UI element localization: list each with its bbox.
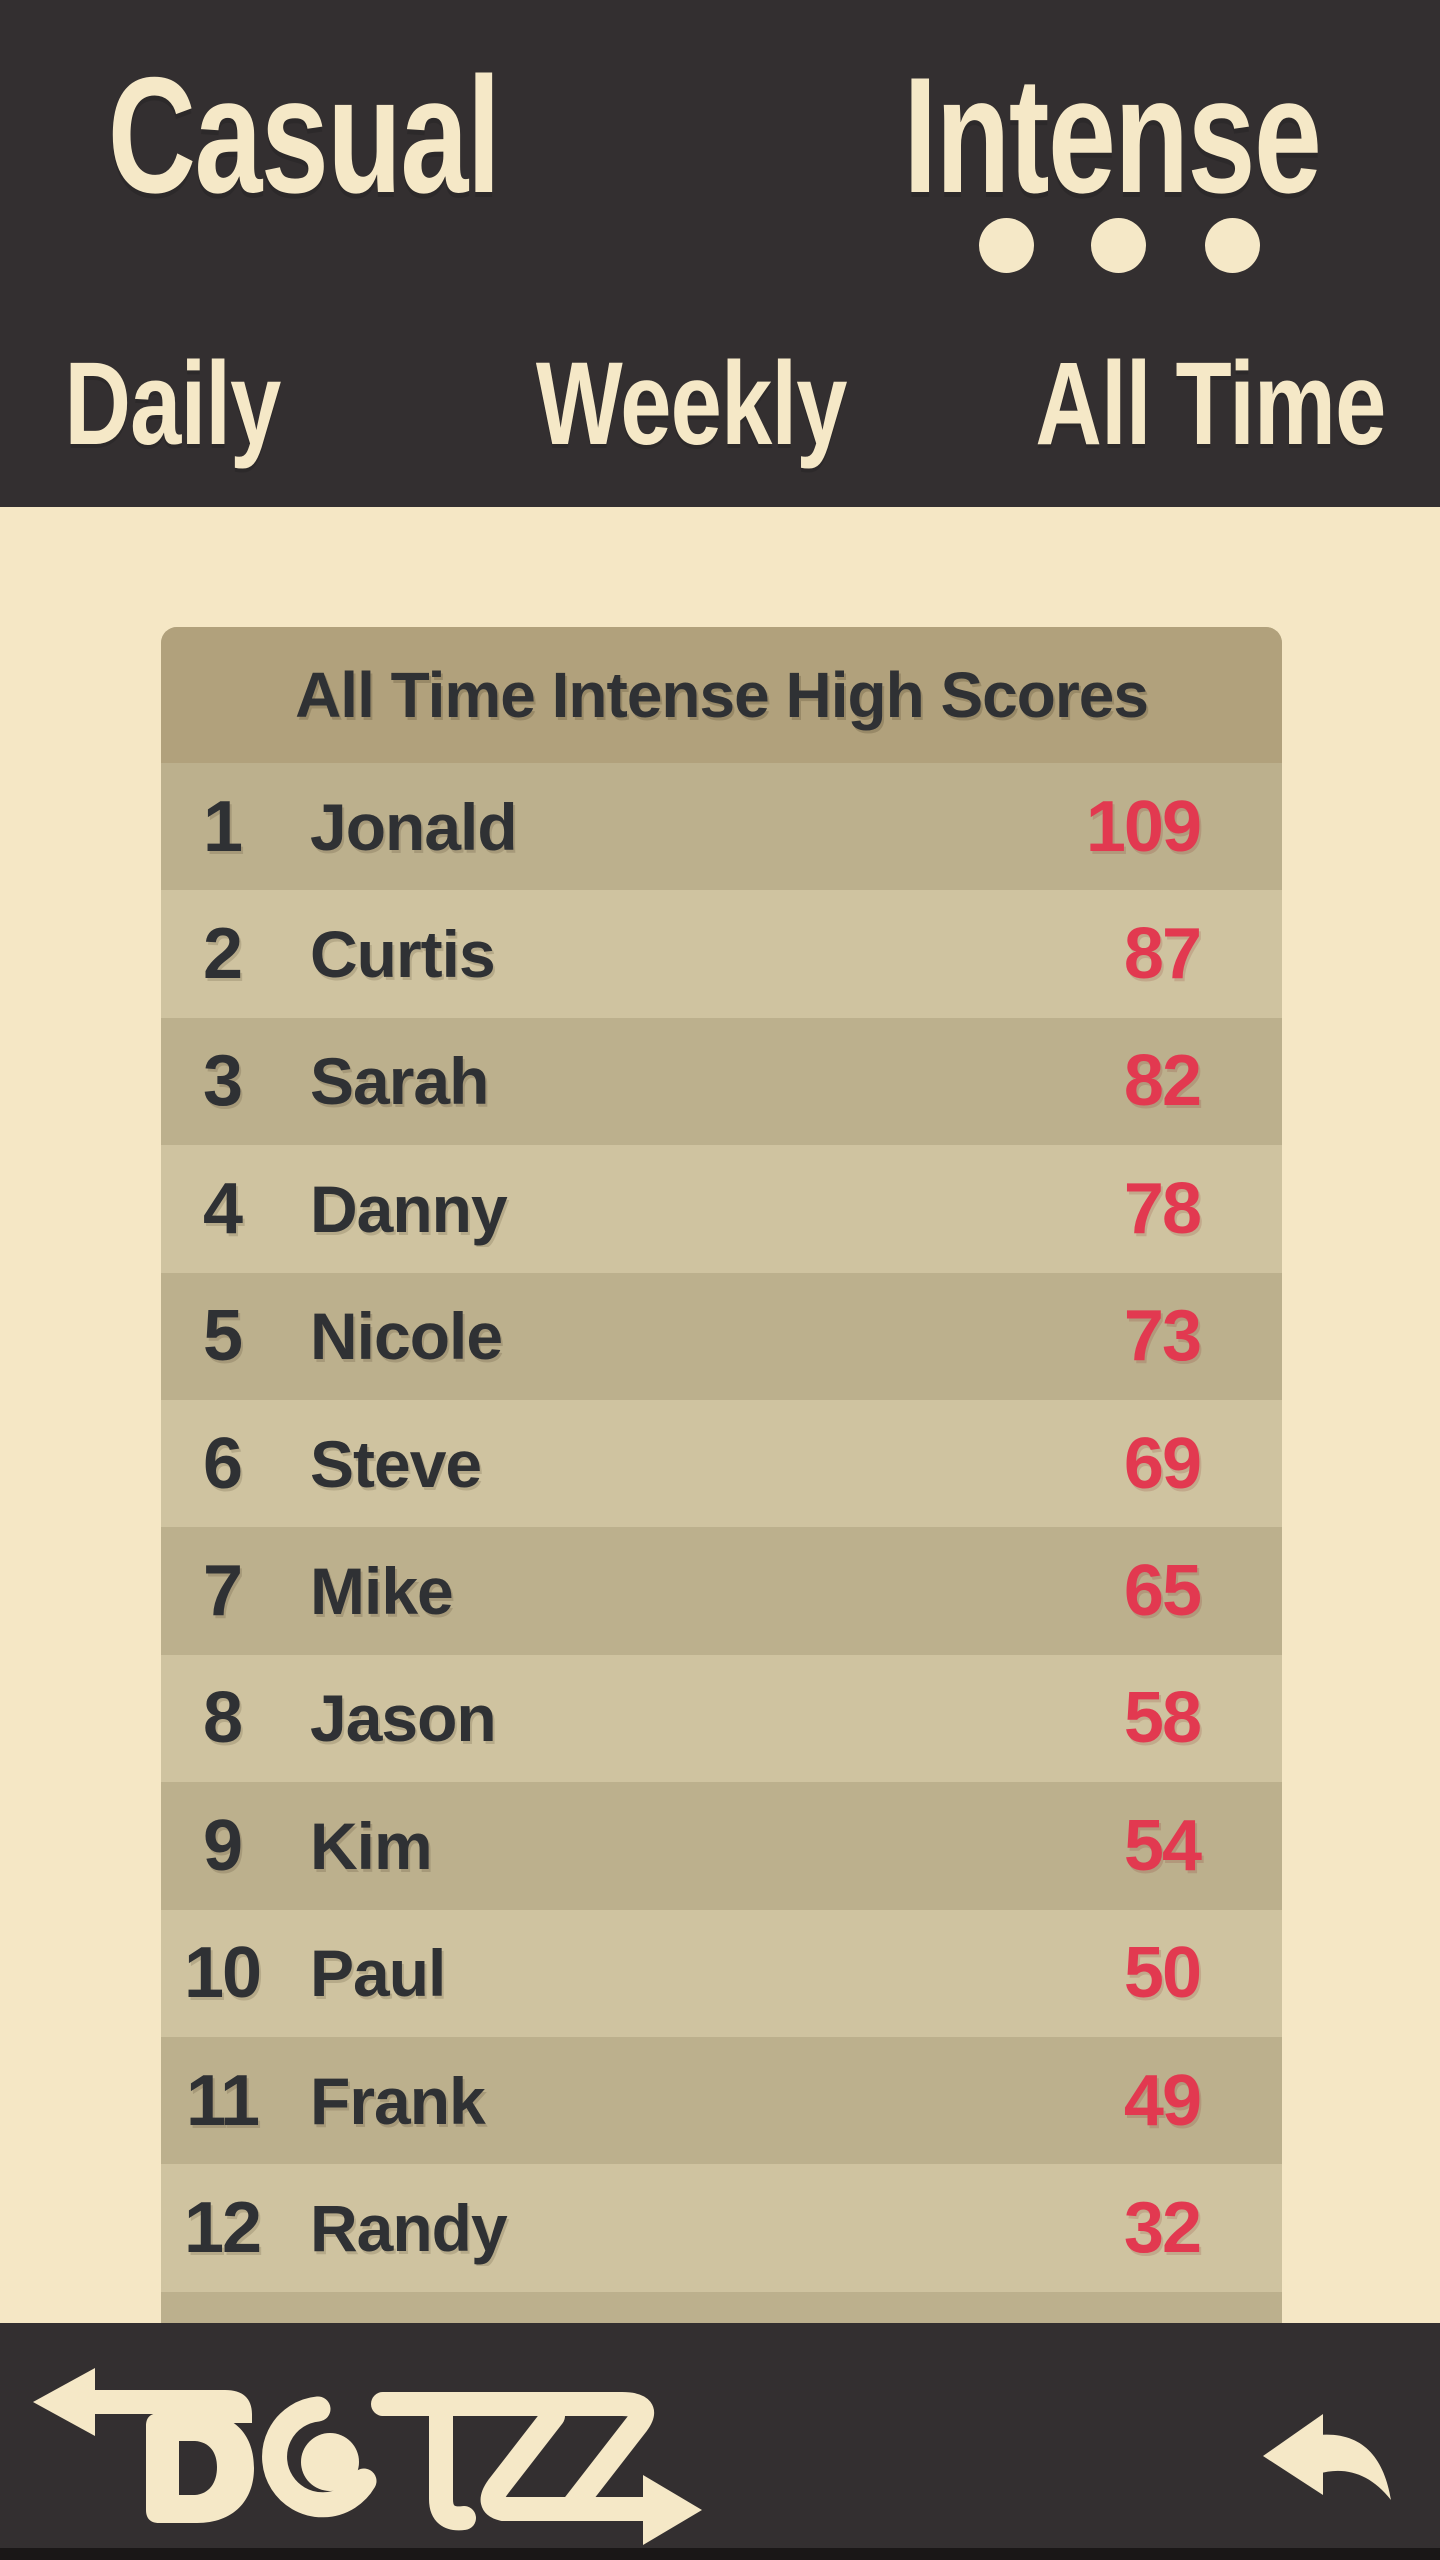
player-name: Mike — [310, 1554, 454, 1629]
player-name: Nicole — [310, 1299, 503, 1374]
rank: 2 — [202, 914, 243, 995]
tab-all-time[interactable]: All Time — [960, 338, 1440, 470]
player-name: Jonald — [310, 789, 518, 864]
tab-weekly-label: Weekly — [535, 338, 848, 470]
leaderboard-row: 3 Sarah 82 — [161, 1017, 1282, 1146]
leaderboard-row: 6 Steve 69 — [161, 1399, 1282, 1528]
logo-letter-o-dot — [301, 2433, 359, 2491]
intense-selected-dot-icon — [1205, 218, 1260, 273]
leaderboard-row: 5 Nicole 73 — [161, 1272, 1282, 1400]
score: 58 — [1123, 1678, 1202, 1759]
player-name: Danny — [310, 1171, 508, 1246]
tab-intense-label: Intense — [903, 42, 1322, 227]
logo-letter-d — [146, 2413, 254, 2523]
player-name: Steve — [310, 1426, 482, 1501]
tab-casual-label: Casual — [108, 42, 501, 227]
high-scores-panel[interactable]: All Time Intense High Scores 1 Jonald 10… — [161, 627, 1282, 2323]
leaderboard-row: 7 Mike 65 — [161, 1527, 1282, 1655]
score: 50 — [1123, 1933, 1202, 2014]
leaderboard-row: 10 Paul 50 — [161, 1909, 1282, 2037]
rank: 1 — [202, 786, 243, 867]
logo-letter-o-ring — [262, 2396, 377, 2518]
score: 82 — [1123, 1041, 1202, 1122]
tab-all-time-label: All Time — [1034, 338, 1386, 470]
tab-intense[interactable]: Intense — [712, 40, 1440, 230]
top-bar: Casual Intense Daily Weekly All Time — [0, 0, 1440, 507]
leaderboard-row: 8 Jason 58 — [161, 1654, 1282, 1783]
tab-casual[interactable]: Casual — [0, 40, 608, 230]
leaderboard-row: 12 Randy 32 — [161, 2164, 1282, 2292]
logo-letter-t-bar — [371, 2392, 654, 2521]
player-name: Paul — [310, 1936, 446, 2011]
bottom-edge-strip — [0, 2548, 1440, 2560]
score: 87 — [1123, 914, 1202, 995]
leaderboard-row: 2 Curtis 87 — [161, 890, 1282, 1018]
score: 109 — [1085, 786, 1202, 867]
rank: 6 — [202, 1423, 243, 1504]
intense-selected-dot-icon — [979, 218, 1034, 273]
rank: 4 — [202, 1168, 243, 1249]
bottom-bar: DOTZZ — [0, 2323, 1440, 2560]
score: 32 — [1123, 2187, 1202, 2268]
rank: 8 — [202, 1678, 243, 1759]
leaderboard-row-partial — [161, 2291, 1282, 2323]
rank: 5 — [202, 1296, 243, 1377]
score: 78 — [1123, 1168, 1202, 1249]
logo-letter-z — [480, 2404, 655, 2521]
tab-daily[interactable]: Daily — [0, 338, 346, 470]
leaderboard-row: 9 Kim 54 — [161, 1782, 1282, 1910]
logo-letter-t-stem — [429, 2402, 476, 2531]
logo-left-arrow-icon — [33, 2368, 95, 2436]
leaderboard-row: 4 Danny 78 — [161, 1145, 1282, 1273]
tab-daily-label: Daily — [64, 338, 282, 470]
logo-right-arrow-icon — [643, 2475, 702, 2545]
intense-selected-dot-icon — [1091, 218, 1146, 273]
player-name: Sarah — [310, 1044, 489, 1119]
score: 65 — [1123, 1551, 1202, 1632]
score: 54 — [1123, 1805, 1202, 1886]
tab-weekly[interactable]: Weekly — [391, 338, 991, 470]
player-name: Frank — [310, 2063, 486, 2138]
rank: 12 — [183, 2187, 262, 2268]
score: 49 — [1123, 2060, 1202, 2141]
player-name: Jason — [310, 1681, 497, 1756]
leaderboard-row: 1 Jonald 109 — [161, 763, 1282, 891]
leaderboard-row: 11 Frank 49 — [161, 2036, 1282, 2165]
player-name: Kim — [310, 1808, 433, 1883]
rank: 7 — [202, 1551, 243, 1632]
rank: 9 — [202, 1805, 243, 1886]
high-scores-title: All Time Intense High Scores — [161, 627, 1282, 763]
score: 73 — [1123, 1296, 1202, 1377]
rank: 10 — [183, 1933, 262, 2014]
rank: 3 — [202, 1041, 243, 1122]
dotzz-logo — [33, 2368, 1391, 2545]
back-icon[interactable] — [1263, 2414, 1391, 2500]
rank: 11 — [185, 2060, 260, 2141]
score: 69 — [1123, 1423, 1202, 1504]
player-name: Curtis — [310, 917, 496, 992]
player-name: Randy — [310, 2190, 508, 2265]
